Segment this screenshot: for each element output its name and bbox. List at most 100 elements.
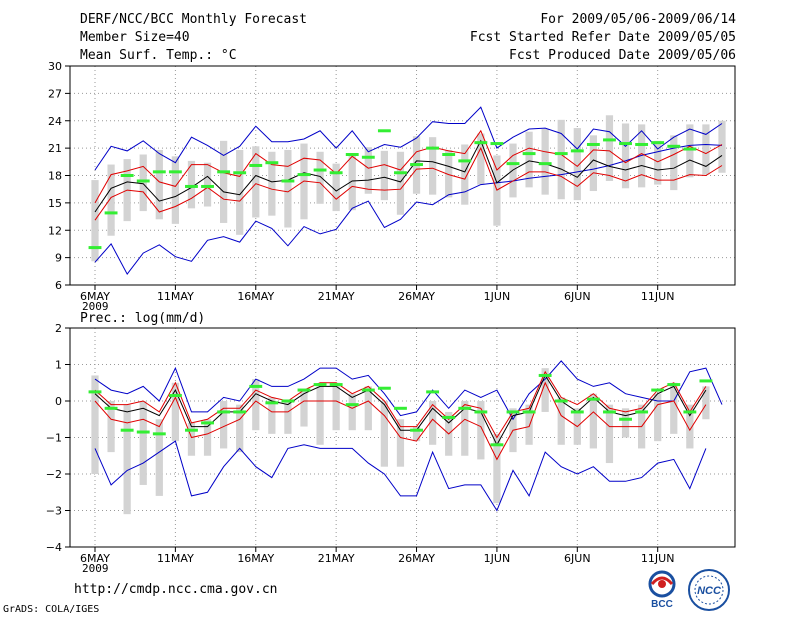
ensemble-box xyxy=(219,140,228,223)
observed-marker xyxy=(522,410,536,414)
ensemble-box xyxy=(605,115,614,181)
ensemble-box xyxy=(187,160,196,209)
y-tick-label: 30 xyxy=(48,60,62,73)
ensemble-box xyxy=(123,404,131,515)
observed-marker xyxy=(619,417,632,421)
ensemble-box xyxy=(589,135,598,192)
ensemble-box xyxy=(316,151,324,204)
observed-marker xyxy=(667,144,681,148)
observed-marker xyxy=(265,401,279,405)
ensemble-box xyxy=(171,382,180,442)
observed-marker xyxy=(152,432,166,436)
variable-label: Mean Surf. Temp.: °C xyxy=(80,48,237,63)
observed-marker xyxy=(104,406,118,410)
observed-marker xyxy=(217,410,231,414)
y-tick-label: 18 xyxy=(48,170,62,183)
x-tick-label: 16MAY xyxy=(237,290,274,303)
observed-marker xyxy=(426,390,440,394)
observed-marker xyxy=(168,170,182,174)
y-tick-label: 2 xyxy=(55,322,62,335)
ensemble-box xyxy=(203,419,212,456)
observed-marker xyxy=(136,430,150,434)
ensemble-box xyxy=(686,124,694,178)
ensemble-box xyxy=(477,401,485,460)
x-tick-label: 6JUN xyxy=(564,290,591,303)
observed-marker xyxy=(313,383,327,387)
max-line xyxy=(94,106,723,171)
chart-title: DERF/NCC/BCC Monthly Forecast xyxy=(80,12,307,27)
ensemble-box xyxy=(541,368,549,412)
ensemble-box xyxy=(171,156,180,224)
observed-marker xyxy=(345,153,359,157)
ensemble-box xyxy=(107,164,115,236)
y-tick-label: −3 xyxy=(46,505,62,518)
plot-frame xyxy=(69,327,736,548)
y-tick-label: 6 xyxy=(55,279,62,292)
observed-marker xyxy=(506,162,520,166)
y-tick-label: −1 xyxy=(46,432,62,445)
x-tick-label: 1JUN xyxy=(484,552,511,565)
observed-marker xyxy=(88,246,102,250)
ensemble-box xyxy=(364,147,372,194)
observed-marker xyxy=(152,170,166,174)
plot-frame xyxy=(69,65,736,286)
observed-marker xyxy=(136,179,150,183)
footer-url[interactable]: http://cmdp.ncc.cma.gov.cn xyxy=(74,582,278,597)
x-tick-label: 11MAY xyxy=(157,552,194,565)
observed-marker xyxy=(667,383,681,387)
observed-marker xyxy=(442,153,456,157)
observed-marker xyxy=(699,379,713,383)
observed-marker xyxy=(377,129,391,133)
ensemble-box xyxy=(654,140,662,185)
observed-marker xyxy=(458,159,472,163)
ensemble-box xyxy=(219,401,228,449)
observed-marker xyxy=(458,406,472,410)
ensemble-box xyxy=(236,149,244,235)
x-tick-label: 6JUN xyxy=(564,552,591,565)
x-tick-label: 11JUN xyxy=(641,552,675,565)
observed-marker xyxy=(297,173,311,177)
forecast-period: For 2009/05/06-2009/06/14 xyxy=(540,12,736,27)
bcc-logo-text: BCC xyxy=(651,599,673,610)
ensemble-box xyxy=(428,401,437,445)
max-line xyxy=(94,360,723,421)
observed-marker xyxy=(506,410,520,414)
ensemble-box xyxy=(300,390,308,427)
ensemble-box xyxy=(445,149,453,198)
observed-marker xyxy=(201,421,214,425)
ensemble-box xyxy=(332,382,340,431)
ensemble-box xyxy=(525,131,533,188)
observed-marker xyxy=(88,390,102,394)
x-tick-label: 11MAY xyxy=(157,290,194,303)
year-label-top: 2009 xyxy=(82,300,109,313)
observed-marker xyxy=(377,386,391,390)
ensemble-box xyxy=(155,149,163,220)
ensemble-box xyxy=(364,386,372,431)
x-tick-label: 1JUN xyxy=(484,290,511,303)
ensemble-box xyxy=(670,382,678,434)
x-tick-label: 16MAY xyxy=(237,552,274,565)
x-tick-label: 21MAY xyxy=(318,552,355,565)
ensemble-box xyxy=(396,419,405,467)
observed-marker xyxy=(603,138,616,142)
y-tick-label: −2 xyxy=(46,468,62,481)
observed-marker xyxy=(426,146,440,150)
observed-marker xyxy=(619,142,632,146)
ensemble-box xyxy=(268,397,276,434)
ensemble-box xyxy=(284,401,292,434)
observed-marker xyxy=(586,397,600,401)
ensemble-box xyxy=(702,124,710,175)
ensemble-box xyxy=(621,408,630,438)
ensemble-box xyxy=(412,426,421,442)
ncc-logo-text: NCC xyxy=(697,585,722,597)
bcc-logo-icon: BCC xyxy=(648,570,676,610)
ensemble-box xyxy=(155,419,163,496)
observed-marker xyxy=(442,415,456,419)
ensemble-box xyxy=(461,144,469,205)
ensemble-box xyxy=(107,401,115,453)
ensemble-box xyxy=(557,397,565,445)
observed-marker xyxy=(168,394,182,398)
ensemble-box xyxy=(380,401,389,467)
median-line xyxy=(94,139,723,213)
ensemble-box xyxy=(284,149,292,228)
